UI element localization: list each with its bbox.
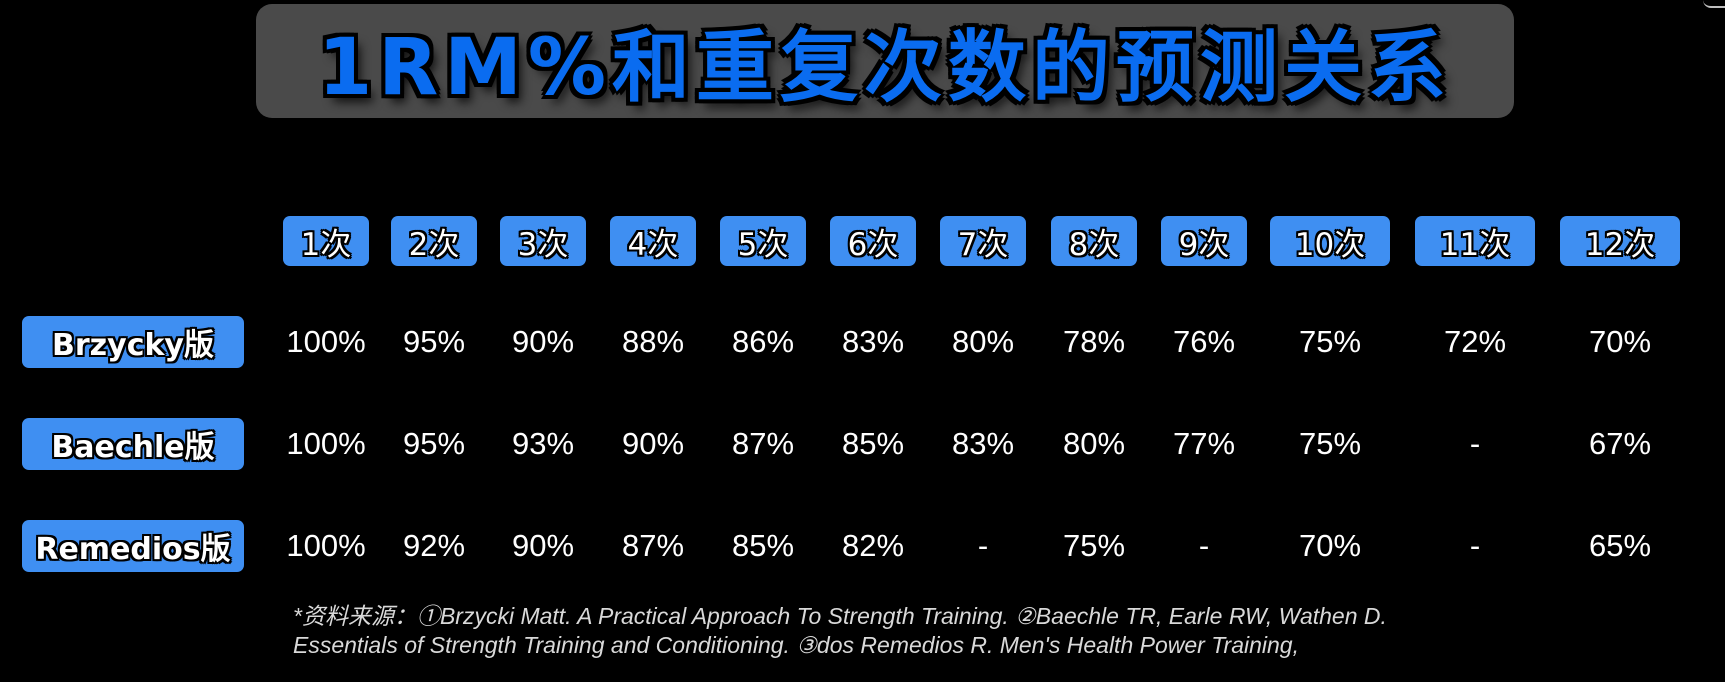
col-header-3: 3次 (500, 216, 586, 266)
col-header-7: 7次 (940, 216, 1026, 266)
table-cell: 90% (511, 324, 575, 359)
table-cell: 80% (951, 324, 1015, 359)
table-cell: 85% (841, 426, 905, 461)
corner-decoration (1703, 0, 1725, 8)
row-label-remedios: Remedios版 (22, 520, 244, 572)
table-cell: 70% (1588, 324, 1652, 359)
row-label-brzycky: Brzycky版 (22, 316, 244, 368)
table-cell: 100% (286, 324, 366, 359)
table-cell: 86% (731, 324, 795, 359)
table-cell: 75% (1298, 426, 1362, 461)
table-cell: 78% (1062, 324, 1126, 359)
col-header-8: 8次 (1051, 216, 1137, 266)
page-title: 1RM%和重复次数的预测关系 (317, 23, 1453, 113)
table-cell: 82% (841, 528, 905, 563)
table-cell: 67% (1588, 426, 1652, 461)
col-header-6: 6次 (830, 216, 916, 266)
col-header-1: 1次 (283, 216, 369, 266)
table-cell: 75% (1062, 528, 1126, 563)
table-cell: - (1469, 528, 1481, 563)
col-header-11: 11次 (1415, 216, 1535, 266)
table-cell: - (1198, 528, 1210, 563)
title-banner: 1RM%和重复次数的预测关系 (256, 4, 1514, 118)
table-cell: 90% (511, 528, 575, 563)
table-cell: 100% (286, 528, 366, 563)
table-cell: 92% (402, 528, 466, 563)
table-cell: - (977, 528, 989, 563)
table-cell: 90% (621, 426, 685, 461)
table-cell: 76% (1172, 324, 1236, 359)
table-cell: 75% (1298, 324, 1362, 359)
col-header-5: 5次 (720, 216, 806, 266)
col-header-4: 4次 (610, 216, 696, 266)
col-header-9: 9次 (1161, 216, 1247, 266)
table-cell: 65% (1588, 528, 1652, 563)
source-line-2: Essentials of Strength Training and Cond… (293, 632, 1299, 658)
col-header-12: 12次 (1560, 216, 1680, 266)
table-cell: 85% (731, 528, 795, 563)
table-cell: 72% (1443, 324, 1507, 359)
table-cell: 95% (402, 426, 466, 461)
table-cell: 70% (1298, 528, 1362, 563)
source-citation: *资料来源：①Brzycki Matt. A Practical Approac… (293, 602, 1593, 660)
col-header-2: 2次 (391, 216, 477, 266)
table-cell: 77% (1172, 426, 1236, 461)
table-cell: 83% (841, 324, 905, 359)
source-line-1: *资料来源：①Brzycki Matt. A Practical Approac… (293, 603, 1387, 629)
table-cell: - (1469, 426, 1481, 461)
table-cell: 95% (402, 324, 466, 359)
table-cell: 88% (621, 324, 685, 359)
col-header-10: 10次 (1270, 216, 1390, 266)
table-cell: 80% (1062, 426, 1126, 461)
table-cell: 87% (731, 426, 795, 461)
table-cell: 100% (286, 426, 366, 461)
table-cell: 83% (951, 426, 1015, 461)
row-label-baechle: Baechle版 (22, 418, 244, 470)
table-cell: 87% (621, 528, 685, 563)
table-cell: 93% (511, 426, 575, 461)
